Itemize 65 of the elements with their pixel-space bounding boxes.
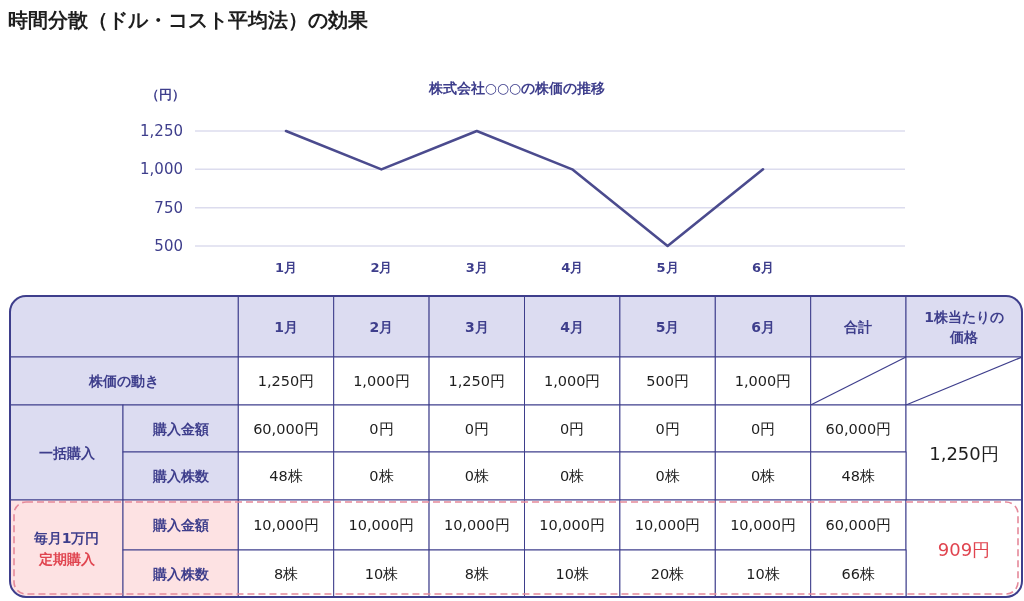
text: 0株	[560, 468, 585, 484]
y-tick-label: 750	[154, 198, 183, 217]
data-label: 500円	[646, 373, 689, 389]
text: 10,000円	[348, 517, 415, 533]
text: 購入株数	[151, 468, 210, 484]
text: 定期購入	[37, 551, 96, 567]
text: 0円	[464, 420, 489, 437]
text: 0円	[655, 420, 680, 437]
text: 10,000円	[730, 517, 796, 533]
text: 毎月1万円	[32, 530, 100, 546]
chart-title: 時間分散（ドル・コスト平均法）の効果	[8, 8, 369, 32]
text: 購入金額	[151, 517, 209, 533]
text: 購入金額	[151, 420, 209, 437]
data-label: 1,250円	[448, 373, 506, 389]
text: 合計	[843, 318, 873, 335]
data-label: 1,000円	[734, 373, 792, 389]
text: 0株	[655, 468, 680, 484]
text: 60,000円	[825, 517, 892, 533]
data-label: 1,000円	[353, 373, 410, 389]
text: 10株	[555, 565, 589, 582]
category-label: 2月	[370, 260, 393, 275]
category-label: 6月	[751, 260, 775, 275]
x-tick-label: 2月	[369, 318, 394, 335]
text: 10株	[746, 565, 780, 582]
text: 0円	[369, 420, 394, 437]
text: 0円	[560, 420, 585, 437]
text: 10株	[364, 565, 399, 582]
x-tick-label: 3月	[464, 318, 489, 335]
y-axis-title: （円）	[145, 87, 185, 102]
text: 0円	[750, 420, 776, 437]
text: 8株	[464, 565, 489, 582]
text: 8株	[273, 565, 299, 582]
text: 株価の動き	[88, 373, 160, 389]
text: 10,000円	[634, 517, 701, 533]
data-label: 1,000円	[543, 373, 601, 389]
text: 0株	[369, 468, 394, 484]
category-label: 4月	[561, 260, 584, 275]
text: 60,000円	[825, 420, 892, 437]
text: 0株	[464, 468, 489, 484]
text: 1株当たりの価格	[924, 308, 1004, 345]
chart-subtitle: 株式会社○○○の株価の推移	[427, 80, 606, 96]
text: 0株	[750, 468, 776, 484]
category-label: 3月	[465, 260, 488, 275]
category-label: 5月	[656, 260, 679, 275]
x-tick-label: 5月	[655, 318, 680, 335]
text: 909円	[937, 538, 991, 559]
x-tick-label: 1月	[274, 318, 298, 335]
text: 48株	[269, 468, 303, 484]
y-tick-label: 500	[154, 237, 183, 255]
text: 10,000円	[443, 517, 510, 533]
y-tick-label: 1,250	[140, 122, 183, 140]
category-label: 1月	[274, 260, 298, 275]
x-tick-label: 4月	[560, 318, 585, 335]
text: 10,000円	[253, 517, 319, 533]
text: 1,250円	[929, 442, 999, 463]
text: 48株	[841, 468, 876, 484]
data-label: 1,250円	[257, 373, 315, 389]
text: 10,000円	[539, 517, 606, 533]
text: 一括購入	[38, 444, 96, 461]
text: 購入株数	[151, 565, 210, 582]
text: 60,000円	[253, 420, 319, 437]
y-tick-label: 1,000	[140, 160, 183, 179]
text: 20株	[650, 565, 685, 582]
text: 66株	[841, 565, 876, 582]
x-tick-label: 6月	[751, 318, 775, 335]
